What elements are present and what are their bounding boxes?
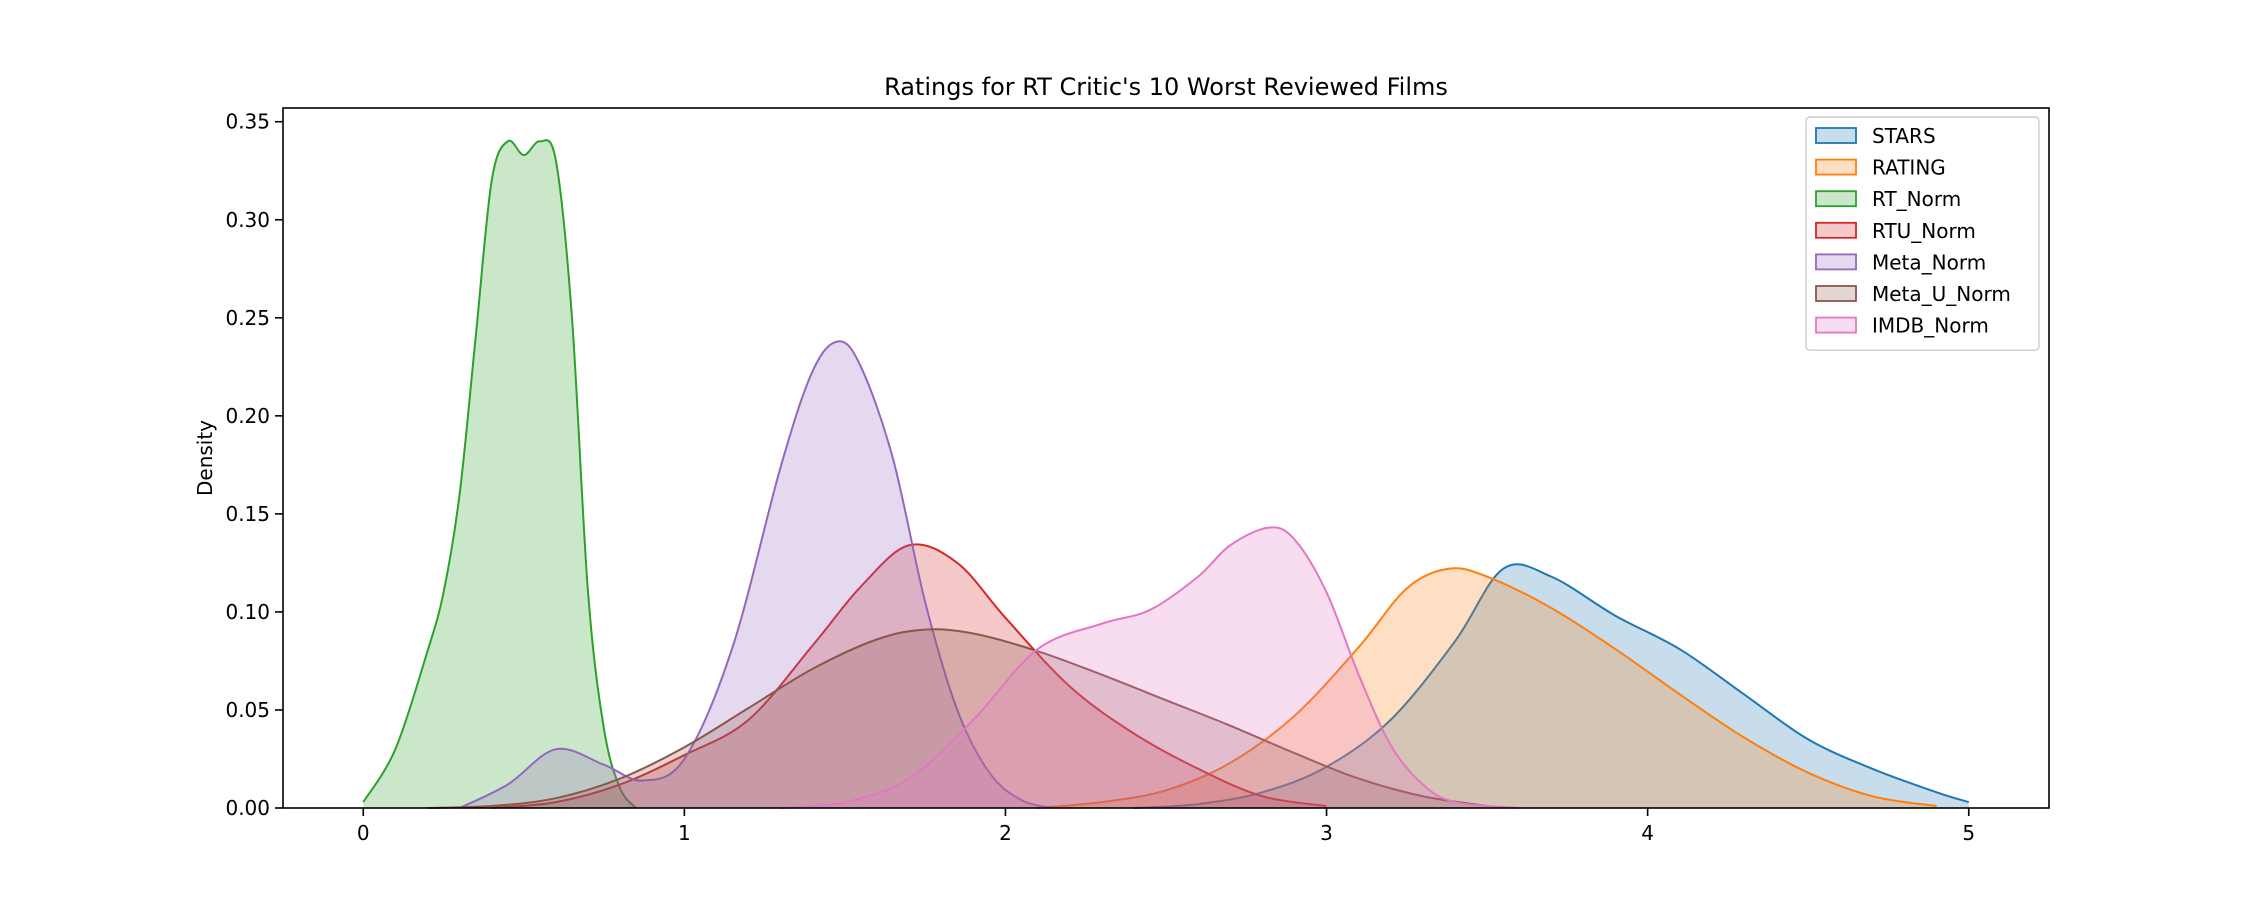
density-area-meta-norm [459,341,1054,808]
density-line-imdb-norm [780,526,1520,809]
y-tick-label: 0.00 [225,796,270,820]
density-line-rating [1037,567,1937,809]
x-tick-label: 2 [999,821,1012,845]
density-line-meta-norm [459,340,1054,809]
legend: STARS RATING RT_Norm RTU_Norm Meta_Norm Meta_… [1805,116,2040,351]
x-tick-label: 4 [1641,821,1654,845]
y-tick-label: 0.10 [225,600,270,624]
x-axis: 0 1 2 3 4 5 [357,808,1975,845]
y-axis-label: Density [193,420,217,496]
chart-title: Ratings for RT Critic's 10 Worst Reviewe… [884,73,1448,101]
legend-label-rating: RATING [1872,156,1946,180]
legend-label-imdb-norm: IMDB_Norm [1872,314,1989,338]
density-area-rtu-norm [491,544,1327,808]
density-line-meta-u-norm [427,628,1488,809]
x-tick-label: 1 [678,821,691,845]
x-tick-label: 5 [1962,821,1975,845]
legend-label-meta-norm: Meta_Norm [1872,250,1986,274]
y-tick-label: 0.05 [225,698,270,722]
y-tick-label: 0.35 [225,110,270,134]
density-area-rt-norm [363,140,637,809]
y-axis: 0.00 0.05 0.10 0.15 0.20 0.25 0.30 0.35 [225,110,283,820]
legend-swatch-stars [1815,127,1857,144]
legend-label-meta-u-norm: Meta_U_Norm [1872,282,2011,306]
x-tick-label: 3 [1320,821,1333,845]
legend-swatch-meta-u-norm [1815,285,1857,302]
x-tick-label: 0 [357,821,370,845]
density-area-rating [1037,568,1937,808]
y-tick-label: 0.30 [225,208,270,232]
density-line-stars [1133,563,1970,809]
legend-label-rtu-norm: RTU_Norm [1872,219,1976,243]
legend-swatch-rtu-norm [1815,221,1857,239]
legend-swatch-imdb-norm [1815,316,1857,334]
density-line-rt-norm [362,139,637,809]
y-tick-label: 0.15 [225,502,270,526]
series-layer [362,139,1970,809]
legend-label-rt-norm: RT_Norm [1872,187,1961,211]
density-area-meta-u-norm [427,629,1488,808]
legend-swatch-meta-norm [1815,253,1857,271]
density-area-imdb-norm [780,527,1520,808]
legend-swatch-rt-norm [1815,190,1857,208]
legend-frame [1805,116,2040,351]
y-tick-label: 0.20 [225,404,270,428]
density-line-rtu-norm [491,543,1327,809]
legend-label-stars: STARS [1872,124,1936,148]
y-tick-label: 0.25 [225,306,270,330]
plot-frame [282,107,2050,809]
legend-swatch-rating [1815,158,1857,176]
